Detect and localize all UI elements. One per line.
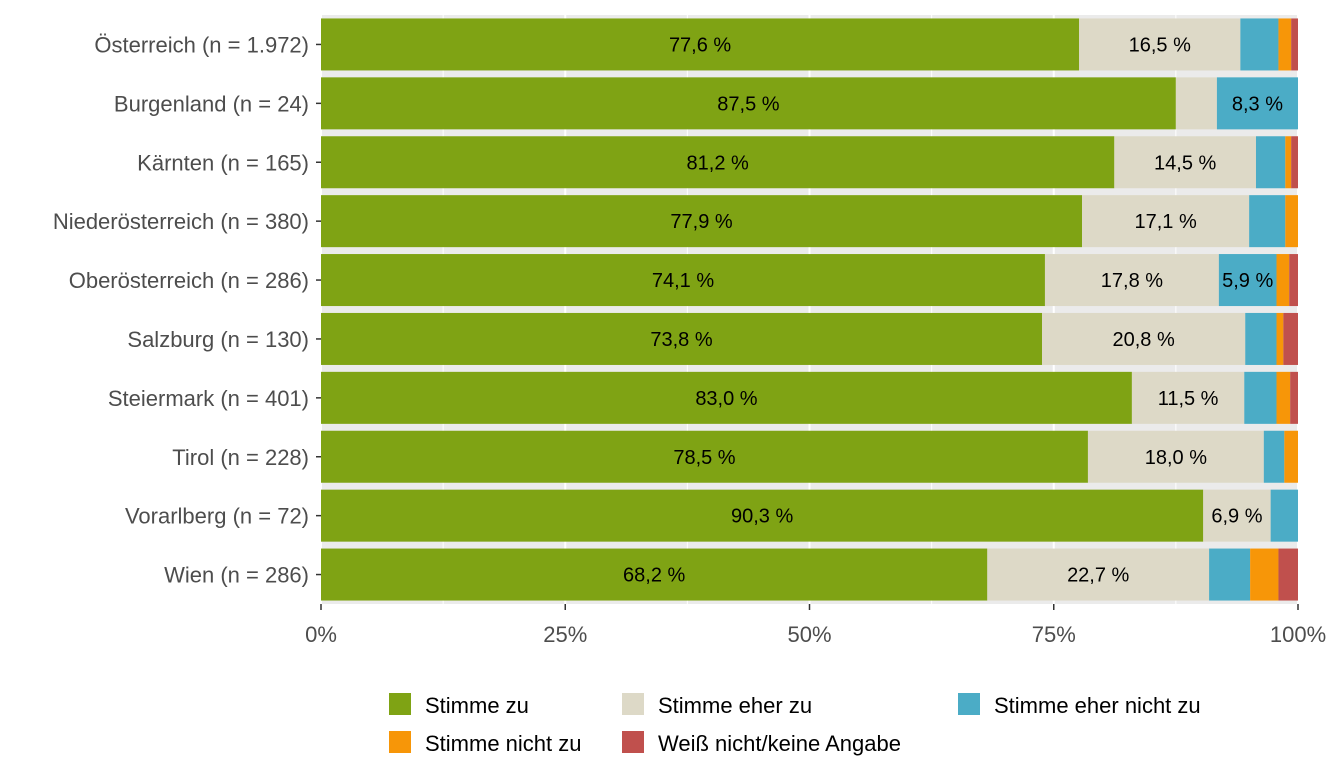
category-label: Vorarlberg (n = 72) <box>125 504 309 529</box>
legend: Stimme zu Stimme eher zu Stimme eher nicht… <box>389 693 1201 756</box>
bar-segment <box>1291 136 1298 189</box>
category-label: Kärnten (n = 165) <box>137 150 309 175</box>
legend-label: Stimme zu <box>425 693 529 718</box>
bar-segment <box>1289 254 1298 307</box>
bar-segment <box>1079 18 1241 71</box>
data-label: 22,7 % <box>1067 565 1129 587</box>
data-label: 11,5 % <box>1158 388 1219 410</box>
category-label: Österreich (n = 1.972) <box>94 32 309 57</box>
legend-label: Weiß nicht/keine Angabe <box>658 731 901 756</box>
bar-segment <box>1087 430 1264 483</box>
data-label: 16,5 % <box>1129 34 1191 56</box>
x-tick-label: 0% <box>305 622 337 647</box>
bar-segment <box>1249 195 1286 248</box>
data-label: 77,9 % <box>670 211 732 233</box>
bar-segment <box>1175 77 1217 130</box>
legend-swatch <box>389 693 411 715</box>
x-tick-label: 100% <box>1270 622 1326 647</box>
bar-segment <box>1278 548 1298 601</box>
data-label: 5,9 % <box>1222 270 1273 292</box>
x-tick-label: 25% <box>543 622 587 647</box>
category-label: Burgenland (n = 24) <box>114 91 309 116</box>
bar-segment <box>1291 18 1298 71</box>
legend-label: Stimme nicht zu <box>425 731 582 756</box>
category-label: Oberösterreich (n = 286) <box>69 268 309 293</box>
x-tick-label: 75% <box>1032 622 1076 647</box>
category-label: Wien (n = 286) <box>164 563 309 588</box>
category-axis: Österreich (n = 1.972) Burgenland (n = 24… <box>53 32 321 588</box>
bar-segment <box>987 548 1210 601</box>
legend-label: Stimme eher nicht zu <box>994 693 1201 718</box>
bar-segment <box>321 195 1083 248</box>
bar-segment <box>1131 371 1245 424</box>
data-label: 8,3 % <box>1232 93 1283 115</box>
data-label: 78,5 % <box>673 447 735 469</box>
data-label: 90,3 % <box>731 506 793 528</box>
x-tick-label: 50% <box>787 622 831 647</box>
bars: 77,6 % 16,5 % 87,5 % 8,3 % 81,2 % 14,5 % 77,9 … <box>321 18 1298 601</box>
bar-segment <box>321 136 1115 189</box>
bar-segment <box>321 430 1088 483</box>
data-label: 83,0 % <box>695 388 757 410</box>
bar-segment <box>1285 195 1298 248</box>
data-label: 68,2 % <box>623 565 685 587</box>
data-label: 18,0 % <box>1145 447 1207 469</box>
bar-segment <box>1283 312 1298 365</box>
bar-segment <box>1042 312 1246 365</box>
value-axis: 0% 25% 50% 75% 100% <box>305 604 1326 647</box>
category-label: Salzburg (n = 130) <box>127 327 309 352</box>
bar-segment <box>1240 18 1279 71</box>
bar-segment <box>321 489 1204 542</box>
bar-segment <box>321 254 1045 307</box>
bar-segment <box>1270 489 1298 542</box>
data-label: 81,2 % <box>687 152 749 174</box>
bar-segment <box>1245 312 1277 365</box>
bar-segment <box>321 312 1043 365</box>
data-label: 17,1 % <box>1134 211 1196 233</box>
bar-segment <box>1114 136 1256 189</box>
data-label: 74,1 % <box>652 270 714 292</box>
legend-swatch <box>958 693 980 715</box>
bar-segment <box>1284 430 1298 483</box>
bar-segment <box>1250 548 1279 601</box>
bar-segment <box>1209 548 1251 601</box>
bar-segment <box>1044 254 1219 307</box>
category-label: Steiermark (n = 401) <box>108 386 309 411</box>
bar-segment <box>1290 371 1298 424</box>
bar-segment <box>1276 371 1291 424</box>
bar-segment <box>321 548 988 601</box>
bar-segment <box>1255 136 1286 189</box>
data-label: 17,8 % <box>1101 270 1163 292</box>
bar-segment <box>1285 136 1292 189</box>
data-label: 87,5 % <box>717 93 779 115</box>
bar-segment <box>1082 195 1250 248</box>
bar-segment <box>321 77 1176 130</box>
legend-swatch <box>622 731 644 753</box>
data-label: 14,5 % <box>1154 152 1216 174</box>
data-label: 6,9 % <box>1211 506 1262 528</box>
bar-segment <box>1218 254 1277 307</box>
category-label: Niederösterreich (n = 380) <box>53 209 309 234</box>
legend-swatch <box>622 693 644 715</box>
bar-segment <box>321 18 1080 71</box>
bar-segment <box>321 371 1132 424</box>
bar-segment <box>1244 371 1277 424</box>
legend-label: Stimme eher zu <box>658 693 812 718</box>
bar-segment <box>1263 430 1285 483</box>
bar-segment <box>1276 254 1290 307</box>
data-label: 73,8 % <box>650 329 712 351</box>
category-label: Tirol (n = 228) <box>172 445 309 470</box>
bar-segment <box>1203 489 1271 542</box>
data-label: 20,8 % <box>1113 329 1175 351</box>
bar-segment <box>1216 77 1298 130</box>
bar-segment <box>1276 312 1284 365</box>
bar-segment <box>1278 18 1292 71</box>
data-label: 77,6 % <box>669 34 731 56</box>
legend-swatch <box>389 731 411 753</box>
